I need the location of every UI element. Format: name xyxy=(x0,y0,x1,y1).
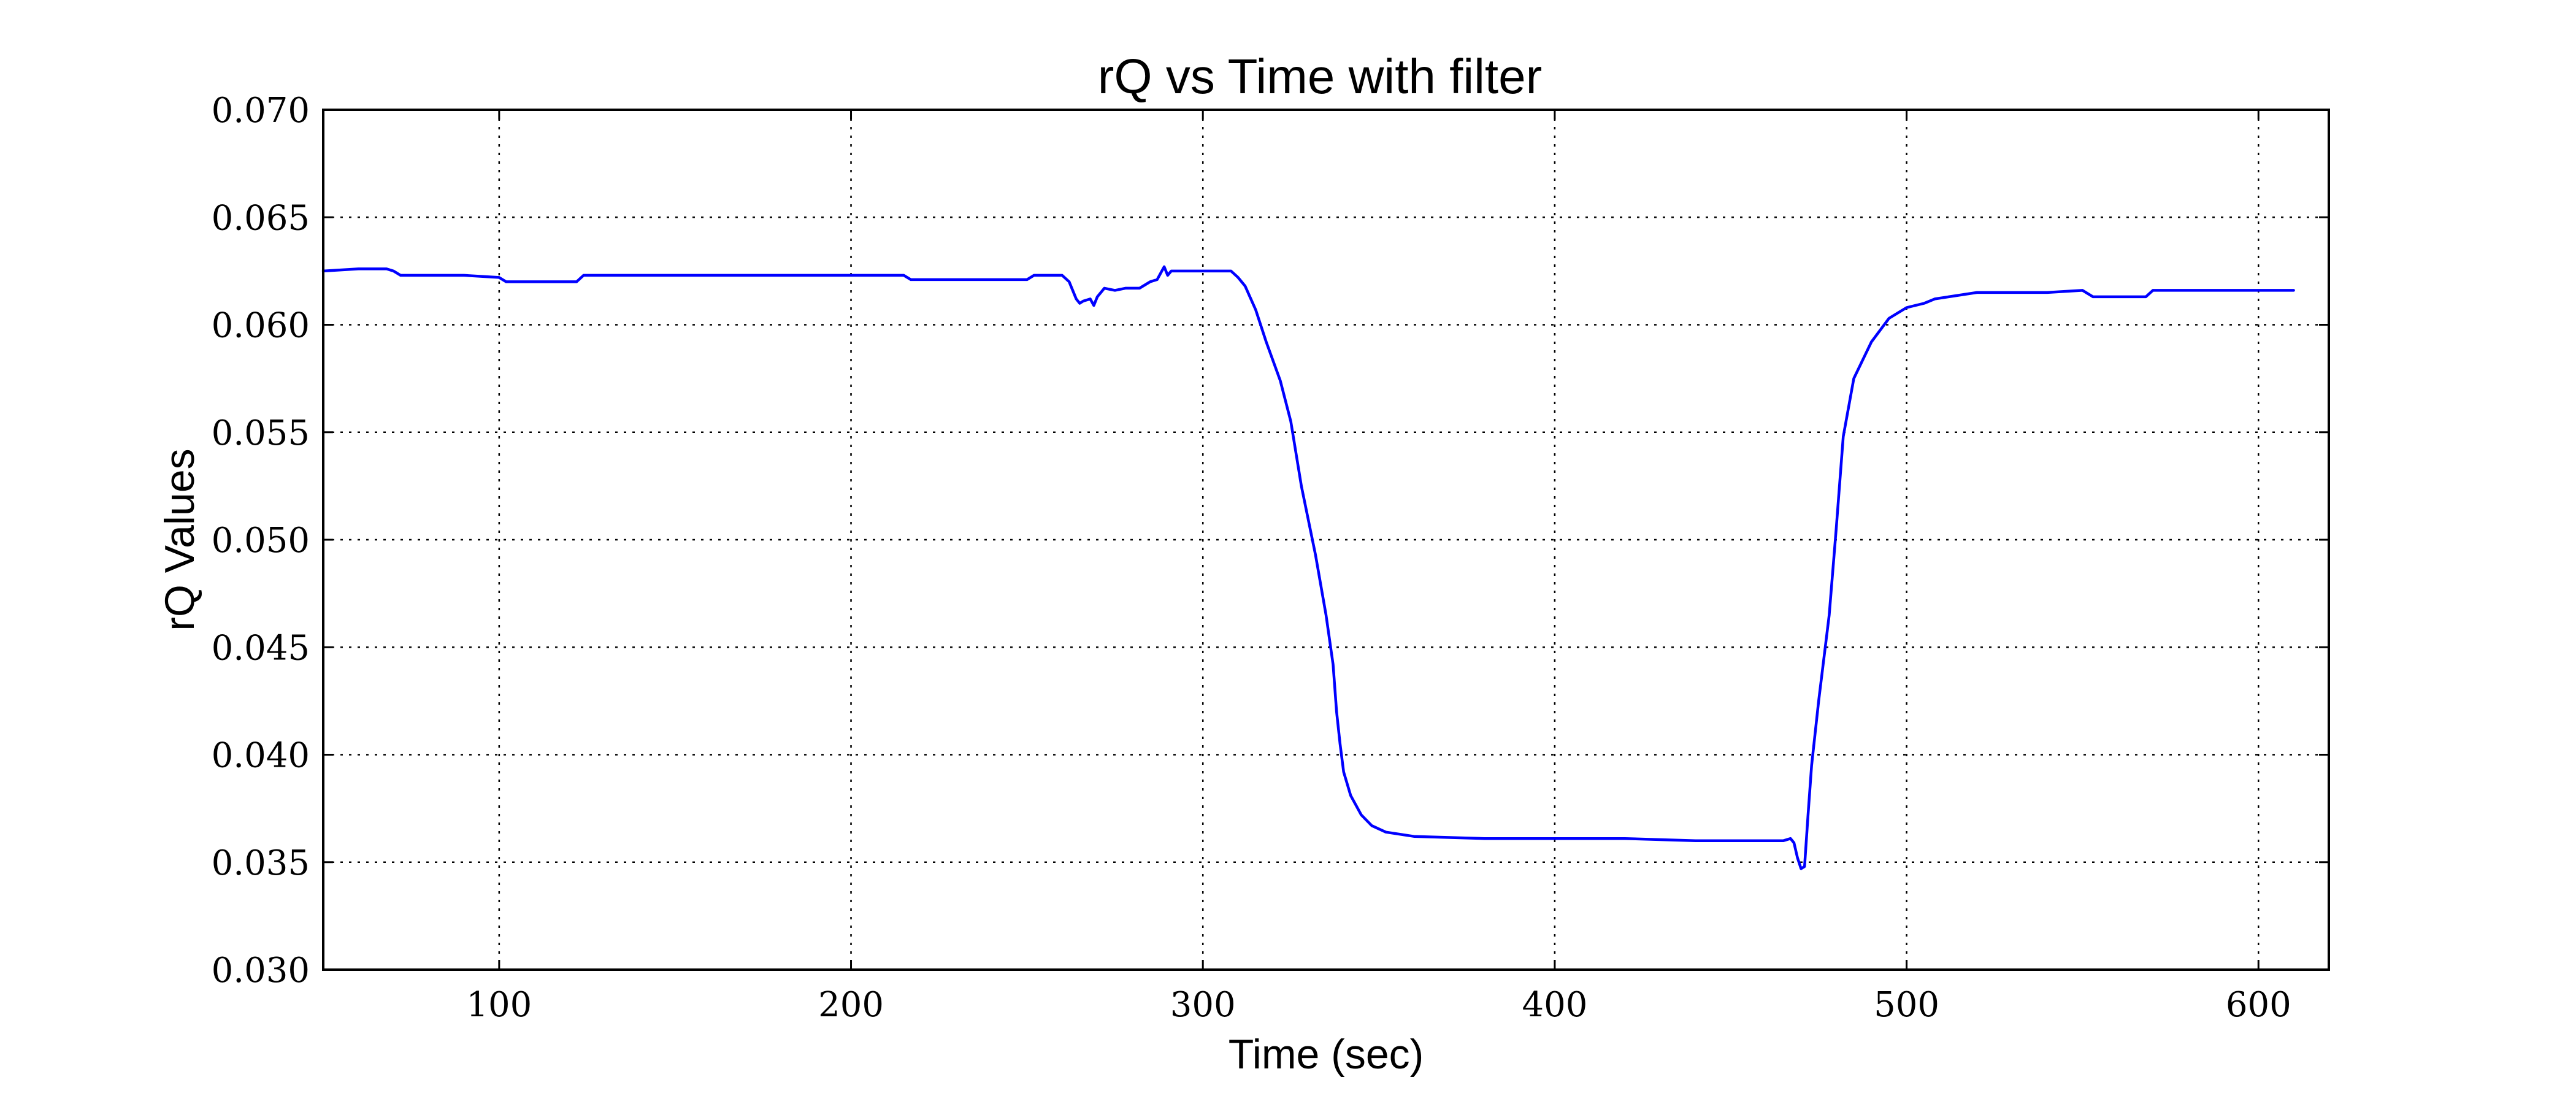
chart-title: rQ vs Time with filter xyxy=(1098,49,1543,104)
x-tick-label: 200 xyxy=(818,985,884,1025)
x-tick-label: 500 xyxy=(1874,985,1939,1025)
series-layer xyxy=(321,265,2295,870)
grid-lines xyxy=(323,109,2329,971)
y-tick-label: 0.030 xyxy=(212,951,310,991)
axis-ticks xyxy=(323,109,2329,971)
x-tick-labels: 100 200 300 400 500 600 xyxy=(466,985,2291,1025)
y-tick-label: 0.035 xyxy=(212,843,310,883)
y-tick-labels: 0.030 0.035 0.040 0.045 0.050 0.055 0.060 0.065… xyxy=(212,91,310,991)
y-tick-label: 0.045 xyxy=(212,628,310,668)
y-tick-label: 0.050 xyxy=(212,521,310,561)
x-tick-label: 100 xyxy=(466,985,532,1025)
x-tick-label: 300 xyxy=(1170,985,1236,1025)
series-line xyxy=(321,265,2295,870)
y-axis-label: rQ Values xyxy=(156,448,203,631)
y-tick-label: 0.065 xyxy=(212,198,310,238)
y-tick-label: 0.070 xyxy=(212,91,310,131)
x-axis-label: Time (sec) xyxy=(1229,1031,1424,1078)
y-tick-label: 0.040 xyxy=(212,736,310,776)
y-tick-label: 0.060 xyxy=(212,306,310,346)
y-tick-label: 0.055 xyxy=(212,413,310,453)
x-tick-label: 600 xyxy=(2226,985,2291,1025)
x-tick-label: 400 xyxy=(1522,985,1587,1025)
